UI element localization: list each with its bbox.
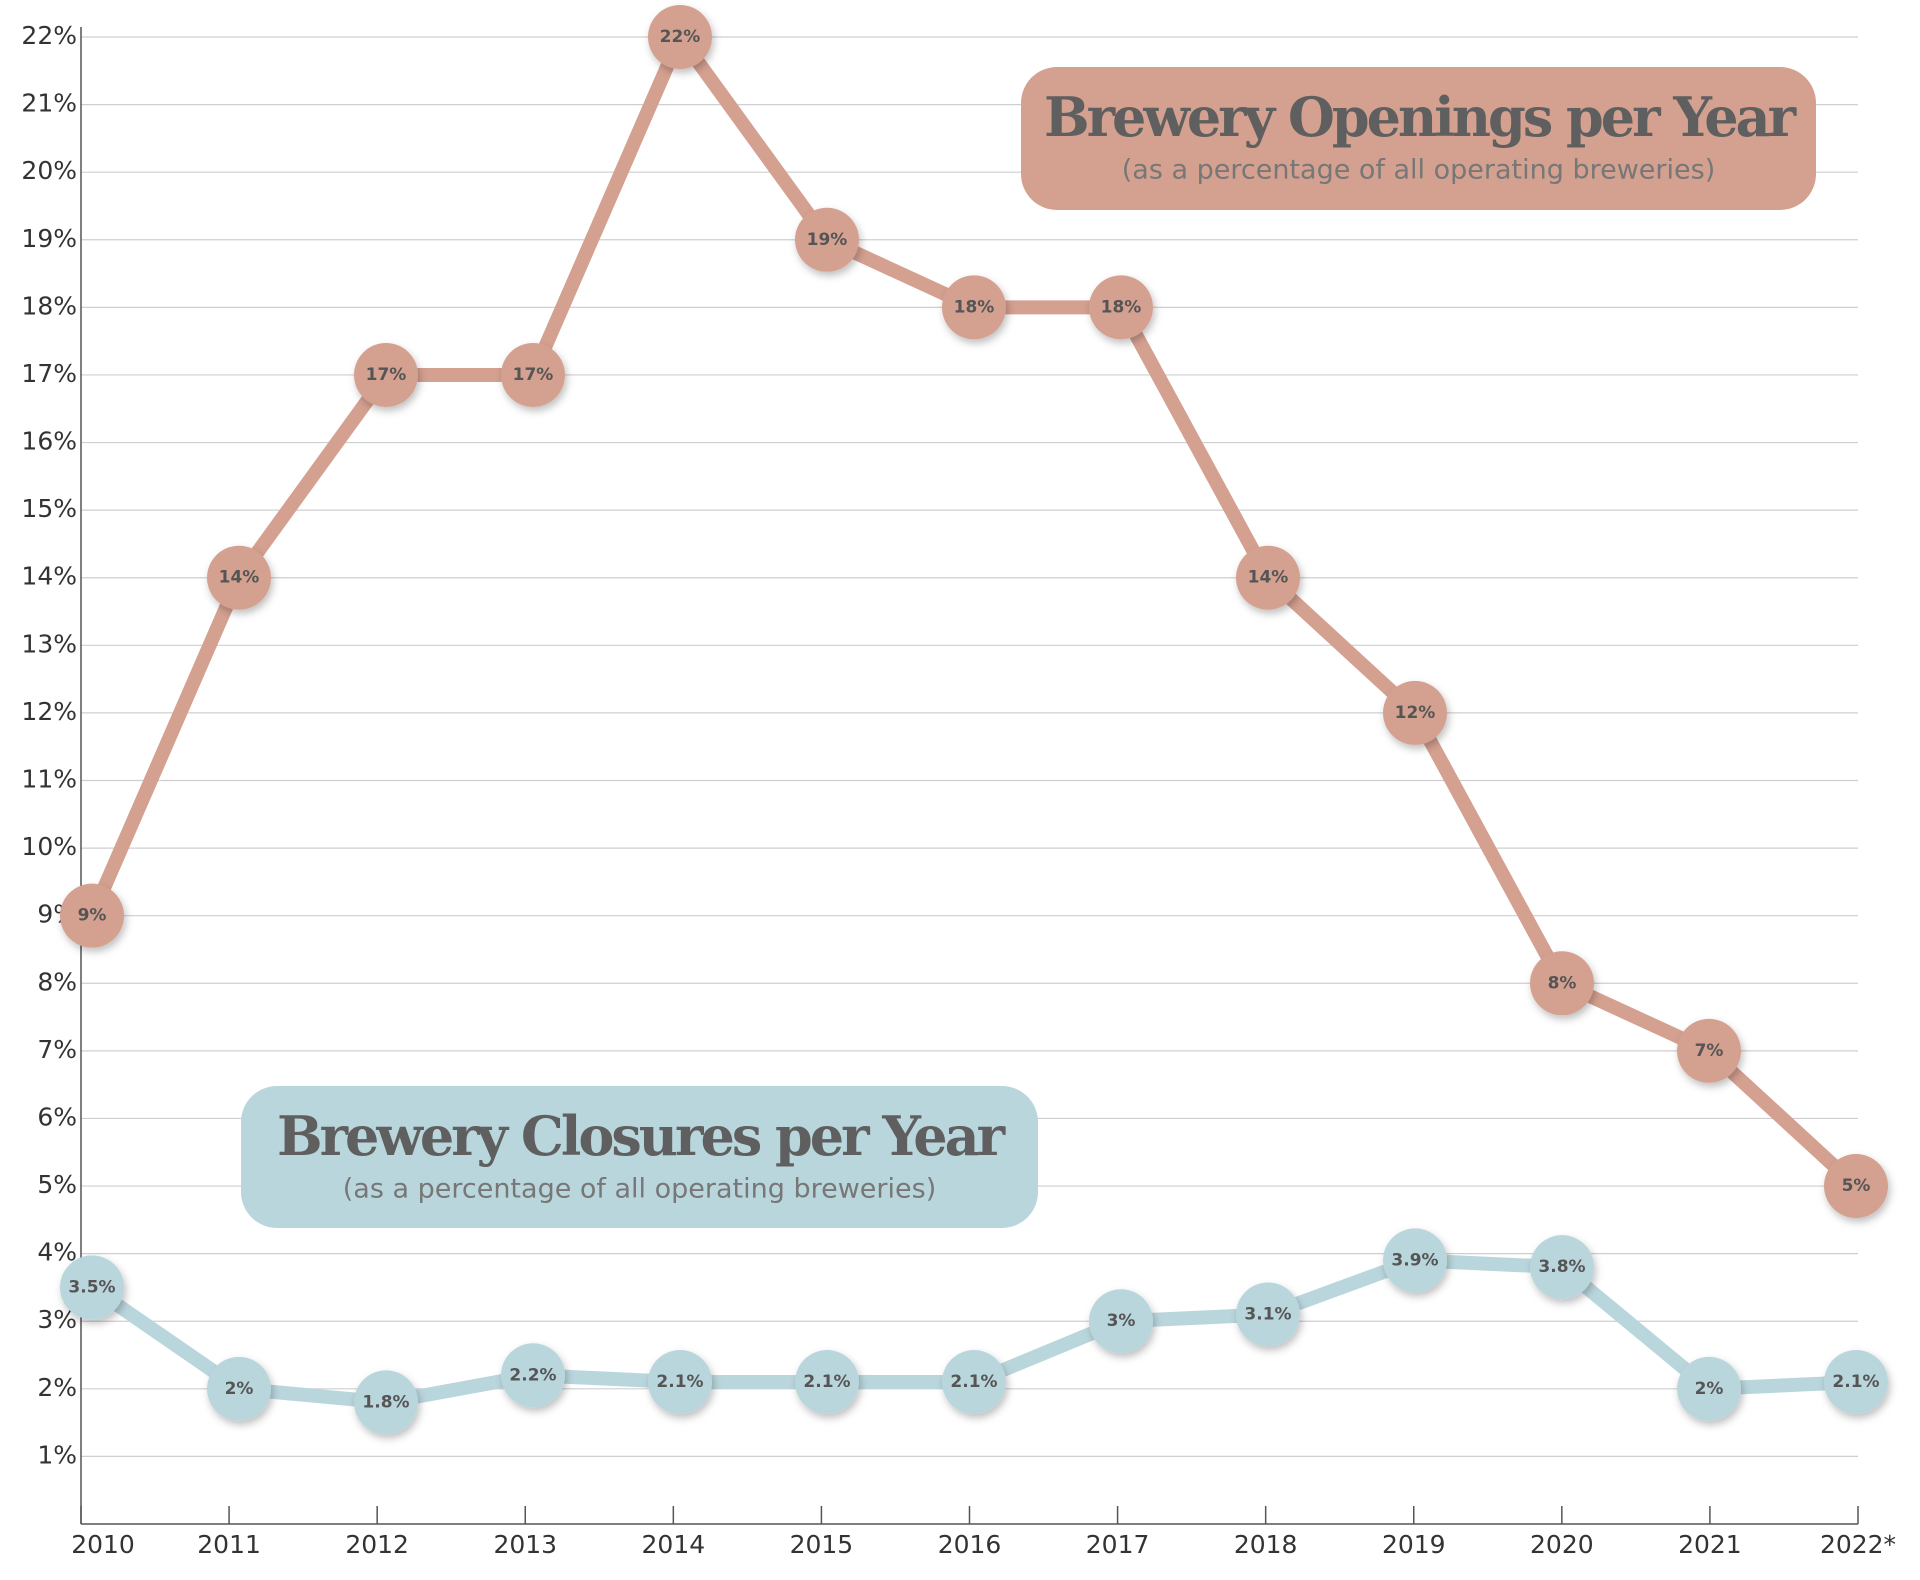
data-point: [942, 275, 1006, 340]
data-point: [1677, 1356, 1741, 1421]
data-point: [795, 1350, 859, 1415]
y-tick-label: 4%: [37, 1238, 77, 1267]
data-point: [207, 1356, 271, 1421]
data-label: 3.1%: [1244, 1304, 1291, 1324]
x-tick-label: 2012: [345, 1530, 409, 1559]
y-tick-label: 22%: [21, 21, 77, 50]
data-label: 22%: [660, 27, 701, 47]
data-point: [1089, 1289, 1153, 1354]
x-tick-label: 2020: [1530, 1530, 1594, 1559]
legend-note: (as a percentage of all operating brewer…: [343, 1174, 937, 1205]
data-label: 2%: [225, 1379, 254, 1399]
y-tick-label: 7%: [37, 1035, 77, 1064]
data-label: 2.1%: [803, 1372, 850, 1392]
data-label: 3.9%: [1391, 1250, 1438, 1270]
data-label: 2.2%: [509, 1365, 556, 1385]
data-point: [1236, 1282, 1300, 1347]
x-tick-label: 2022*: [1820, 1530, 1896, 1559]
data-point: [1089, 275, 1153, 340]
data-label: 12%: [1395, 703, 1436, 723]
legend-title: Brewery Openings per Year: [1044, 85, 1797, 149]
y-tick-label: 12%: [21, 697, 77, 726]
data-point: [501, 342, 565, 407]
data-label: 17%: [513, 365, 554, 385]
legend-title: Brewery Closures per Year: [277, 1104, 1006, 1168]
data-label: 8%: [1548, 973, 1577, 993]
legend-note: (as a percentage of all operating brewer…: [1122, 155, 1716, 186]
data-point: [354, 342, 418, 407]
y-tick-label: 8%: [37, 967, 77, 996]
x-tick-label: 2021: [1678, 1530, 1742, 1559]
data-label: 3.8%: [1538, 1257, 1585, 1277]
y-tick-label: 6%: [37, 1102, 77, 1131]
x-tick-label: 2019: [1382, 1530, 1446, 1559]
y-tick-label: 1%: [37, 1440, 77, 1469]
data-label: 17%: [366, 365, 407, 385]
data-point: [795, 207, 859, 272]
y-tick-label: 16%: [21, 427, 77, 456]
data-point: [1383, 1228, 1447, 1293]
data-label: 2.1%: [1832, 1372, 1879, 1392]
y-tick-label: 10%: [21, 832, 77, 861]
x-tick-label: 2016: [938, 1530, 1002, 1559]
data-label: 3%: [1107, 1311, 1136, 1331]
data-label: 5%: [1842, 1176, 1871, 1196]
data-point: [648, 5, 712, 69]
y-tick-label: 21%: [21, 89, 77, 118]
data-label: 14%: [1248, 568, 1289, 588]
data-label: 1.8%: [362, 1392, 409, 1412]
data-point: [1383, 680, 1447, 745]
y-tick-label: 13%: [21, 629, 77, 658]
data-point: [1824, 1154, 1888, 1219]
data-point: [1677, 1018, 1741, 1083]
legend-box: [241, 1086, 1038, 1228]
data-label: 19%: [807, 230, 848, 250]
y-tick-label: 11%: [21, 765, 77, 794]
data-label: 7%: [1695, 1041, 1724, 1061]
x-tick-label: 2015: [790, 1530, 854, 1559]
data-label: 2.1%: [656, 1372, 703, 1392]
x-tick-label: 2018: [1234, 1530, 1298, 1559]
y-tick-label: 18%: [21, 291, 77, 320]
y-tick-label: 2%: [37, 1373, 77, 1402]
x-tick-label: 2017: [1086, 1530, 1150, 1559]
data-label: 18%: [1101, 297, 1142, 317]
data-point: [1530, 1235, 1594, 1300]
y-tick-label: 14%: [21, 562, 77, 591]
data-point: [354, 1370, 418, 1435]
x-tick-label: 2010: [71, 1530, 135, 1559]
data-point: [1530, 951, 1594, 1016]
data-point: [1236, 545, 1300, 610]
data-point: [1824, 1350, 1888, 1415]
data-point: [60, 1255, 124, 1320]
data-label: 2%: [1695, 1379, 1724, 1399]
data-point: [501, 1343, 565, 1408]
x-tick-label: 2013: [493, 1530, 557, 1559]
data-label: 2.1%: [950, 1372, 997, 1392]
data-point: [942, 1350, 1006, 1415]
y-tick-label: 17%: [21, 359, 77, 388]
y-tick-label: 15%: [21, 494, 77, 523]
data-point: [207, 545, 271, 610]
y-tick-label: 5%: [37, 1170, 77, 1199]
data-label: 14%: [219, 568, 260, 588]
y-tick-label: 20%: [21, 156, 77, 185]
x-tick-label: 2014: [642, 1530, 706, 1559]
data-label: 9%: [78, 906, 107, 926]
data-label: 18%: [954, 297, 995, 317]
y-tick-label: 19%: [21, 224, 77, 253]
data-point: [60, 883, 124, 948]
data-point: [648, 1350, 712, 1415]
data-label: 3.5%: [68, 1277, 115, 1297]
x-tick-label: 2011: [197, 1530, 261, 1559]
legend-box: [1021, 67, 1816, 210]
